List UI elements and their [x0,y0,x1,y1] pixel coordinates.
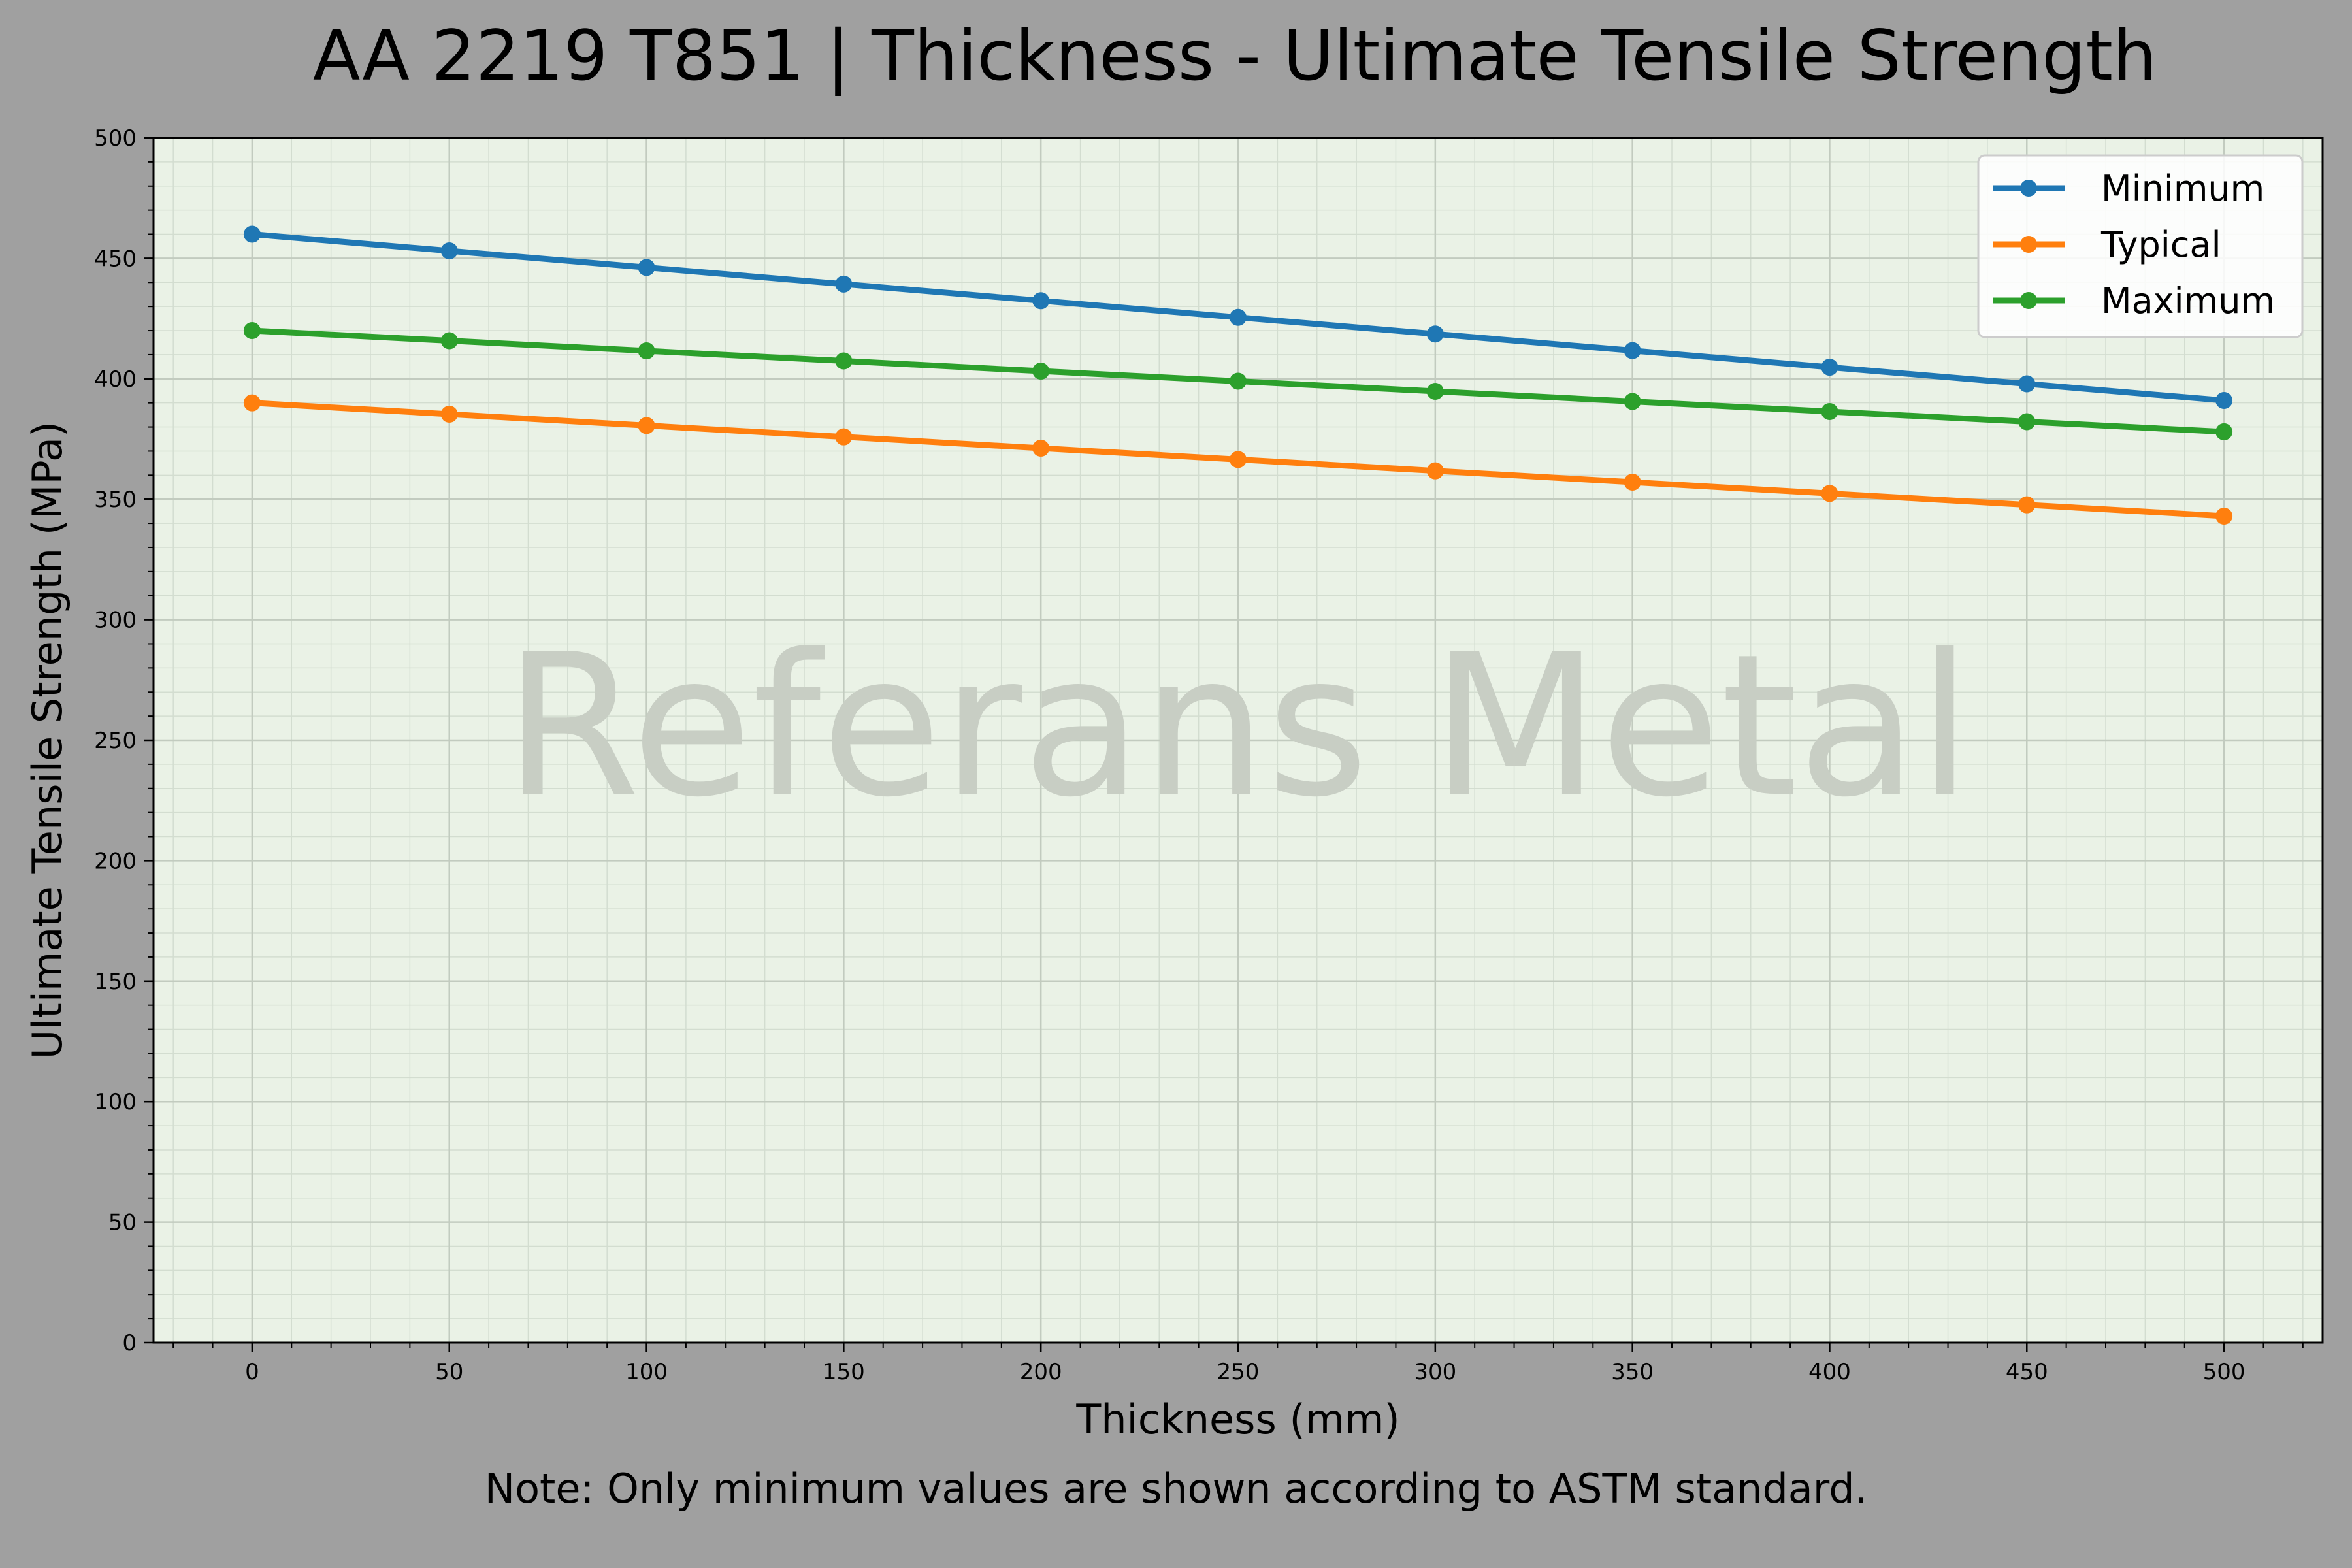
y-axis: 0 50 100 150 200 250 300 350 400 450 500 [94,125,154,1356]
x-tick-label: 450 [2006,1359,2048,1385]
y-axis-title: Ultimate Tensile Strength (MPa) [24,421,71,1059]
x-tick-label: 350 [1611,1359,1654,1385]
data-point-minimum [835,275,853,293]
x-tick-label: 200 [1020,1359,1062,1385]
data-point-minimum [2018,375,2036,393]
x-tick-label: 400 [1808,1359,1851,1385]
series-layer [243,225,2233,525]
data-point-minimum [1821,359,1838,376]
data-point-minimum [1624,342,1641,359]
data-point-typical [1821,485,1838,502]
legend-marker-minimum [2020,180,2037,197]
series-maximum [243,322,2233,440]
y-tick-label: 250 [94,728,137,754]
data-point-typical [1426,462,1444,480]
y-tick-label: 300 [94,608,137,634]
y-tick-label: 350 [94,487,137,513]
legend-label-maximum: Maximum [2101,280,2275,321]
data-point-minimum [2215,391,2233,409]
data-point-maximum [1230,372,1247,390]
data-point-minimum [440,242,458,259]
x-axis: 0 50 100 150 200 250 300 350 400 450 500 [172,1343,2304,1385]
data-point-maximum [243,322,261,340]
y-tick-label: 150 [94,969,137,995]
data-point-typical [440,406,458,423]
y-tick-label: 50 [108,1210,137,1236]
chart-title: AA 2219 T851 | Thickness - Ultimate Tens… [313,16,2157,97]
legend-marker-maximum [2020,292,2037,309]
data-point-minimum [243,225,261,243]
data-point-maximum [2018,413,2036,431]
y-tick-label: 400 [94,367,137,393]
series-typical [243,394,2233,525]
data-point-typical [2018,496,2036,514]
data-point-minimum [1426,325,1444,343]
data-point-maximum [1032,362,1050,380]
data-point-maximum [835,352,853,370]
watermark: Referans Metal [504,612,1972,840]
x-tick-label: 100 [625,1359,668,1385]
x-tick-label: 0 [245,1359,259,1385]
x-tick-label: 150 [823,1359,865,1385]
data-point-maximum [638,342,655,360]
y-tick-label: 0 [122,1330,137,1356]
data-point-typical [243,394,261,412]
data-point-maximum [1624,393,1641,410]
legend-box [1977,154,2304,338]
y-tick-label: 100 [94,1089,137,1115]
legend-label-typical: Typical [2100,224,2221,265]
data-point-typical [638,417,655,434]
data-point-typical [1032,440,1050,457]
footnote: Note: Only minimum values are shown acco… [485,1465,1868,1512]
data-point-typical [1230,451,1247,468]
data-point-minimum [1032,292,1050,310]
x-axis-title: Thickness (mm) [1075,1396,1399,1443]
x-tick-label: 250 [1217,1359,1260,1385]
data-point-typical [2215,508,2233,525]
data-point-minimum [638,259,655,276]
x-tick-label: 300 [1414,1359,1456,1385]
data-point-maximum [1426,382,1444,400]
y-tick-label: 200 [94,848,137,874]
y-tick-label: 450 [94,246,137,272]
data-point-minimum [1230,308,1247,326]
y-tick-label: 500 [94,125,137,152]
legend-marker-typical [2020,236,2037,253]
x-tick-label: 500 [2203,1359,2246,1385]
data-point-maximum [440,332,458,350]
data-point-maximum [2215,423,2233,440]
legend: Minimum Typical Maximum [1977,154,2304,338]
data-point-typical [1624,474,1641,491]
legend-label-minimum: Minimum [2101,168,2264,209]
data-point-maximum [1821,402,1838,420]
series-minimum [243,225,2233,409]
data-point-typical [835,428,853,446]
x-tick-label: 50 [435,1359,463,1385]
